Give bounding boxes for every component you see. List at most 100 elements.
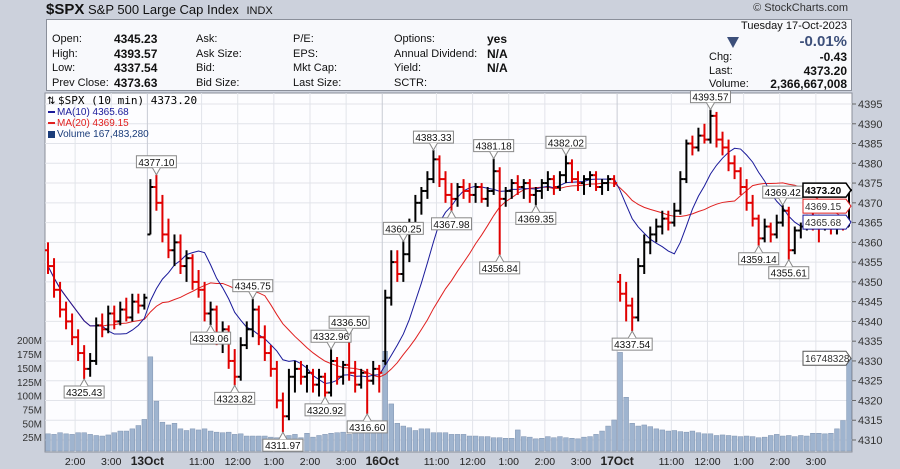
annotation-pointer: [206, 324, 216, 333]
price-tick-label: 4350: [858, 277, 882, 289]
x-tick-label: 3:00: [806, 456, 827, 468]
volume-bar: [304, 433, 310, 452]
ohlc-bar: [388, 250, 395, 306]
volume-bar: [352, 430, 358, 452]
x-tick-label: 11:00: [424, 456, 450, 468]
volume-bar: [424, 428, 431, 452]
ohlc-bar: [695, 127, 702, 152]
last-ma20-label: 4369.15: [802, 198, 852, 214]
annotation-text: 4369.35: [518, 214, 555, 225]
annotation-pointer: [447, 209, 456, 219]
ohlc-bar: [490, 158, 497, 195]
volume-bar: [340, 431, 346, 452]
volume-bar: [665, 430, 671, 452]
annotation-pointer: [489, 151, 499, 160]
volume-bar: [647, 426, 653, 452]
annotation-pointer: [398, 234, 408, 243]
annotation-text: 4311.97: [265, 441, 301, 452]
volume-bar: [683, 431, 690, 452]
quote-label: SCTR:: [394, 76, 427, 89]
quote-value: N/A: [487, 46, 508, 61]
ohlc-bar: [514, 175, 521, 195]
ohlc-bar: [580, 175, 588, 195]
annotation-text: 4367.98: [433, 220, 470, 231]
volume-bar: [581, 436, 587, 452]
volume-bar: [533, 438, 539, 452]
annotation-text: 4383.33: [415, 133, 452, 144]
price-annotation: 4337.54: [611, 330, 653, 351]
ohlc-bar: [273, 360, 280, 409]
ohlc-bar: [430, 150, 437, 184]
volume-bar: [400, 425, 406, 452]
ohlc-bar: [153, 174, 160, 211]
ohlc-bar: [261, 325, 268, 361]
price-annotation: 4336.50: [328, 315, 370, 337]
ohlc-bar: [352, 360, 359, 393]
volume-bar: [159, 421, 166, 452]
quote-value: 4393.57: [114, 46, 158, 61]
x-tick-label: 12:00: [225, 456, 251, 468]
volume-bar: [454, 434, 461, 452]
ohlc-bar: [340, 360, 347, 385]
volume-bar: [792, 436, 798, 452]
annotation-pointer: [362, 412, 372, 422]
ohlc-bar: [683, 139, 690, 184]
ohlc-bar: [472, 183, 479, 203]
ohlc-bar: [719, 131, 726, 156]
ohlc-bar: [394, 250, 401, 282]
ohlc-bar: [647, 226, 654, 255]
volume-bar: [539, 438, 545, 452]
ohlc-bar: [346, 335, 353, 381]
volume-bar: [478, 436, 485, 452]
volume-bar: [201, 428, 208, 452]
price-tick-label: 4330: [858, 356, 882, 368]
annotation-pointer: [495, 253, 505, 263]
volume-bar: [57, 432, 63, 452]
volume-bar: [232, 434, 238, 452]
volume-bar: [484, 436, 491, 452]
volume-bar: [256, 435, 262, 452]
ohlc-bar: [255, 305, 262, 346]
annotation-pointer: [706, 102, 715, 111]
volume-bar: [207, 430, 214, 452]
volume-bar: [322, 434, 328, 452]
volume-bar: [707, 433, 714, 452]
volume-bar: [599, 430, 605, 452]
quote-label: Low:: [52, 62, 76, 74]
price-annotation: 4356.84: [479, 253, 521, 275]
ohlc-bar: [538, 179, 545, 199]
credit: © StockCharts.com: [753, 2, 848, 14]
index-name: S&P 500 Large Cap Index: [87, 2, 239, 17]
quote-value: 2,366,667,008: [770, 77, 847, 91]
volume-bar: [725, 435, 732, 452]
ohlc-bar: [725, 139, 732, 172]
ohlc-bar: [195, 270, 202, 298]
ohlc-bar: [382, 289, 389, 365]
label-text: 4369.15: [805, 202, 842, 213]
volume-bar: [593, 434, 599, 452]
label-text: 4373.20: [805, 186, 842, 197]
last-ma10-label: 4365.68: [802, 214, 852, 230]
volume-bar: [822, 433, 828, 452]
ohlc-bar: [665, 210, 672, 231]
ohlc-bar: [201, 281, 208, 322]
ohlc-bar: [755, 214, 762, 246]
x-tick-label: 11:00: [189, 456, 215, 468]
annotation-text: 4356.84: [482, 264, 519, 275]
ohlc-bar: [111, 305, 118, 330]
volume-bar: [755, 437, 762, 452]
volume-bar: [135, 425, 142, 452]
volume-bar: [786, 435, 792, 452]
price-tick-label: 4370: [858, 198, 882, 210]
x-tick-label: 1:00: [264, 456, 285, 468]
annotation-pointer: [531, 204, 541, 213]
annotation-text: 4355.61: [771, 269, 808, 280]
ohlc-bar: [502, 187, 509, 207]
ohlc-bar: [418, 187, 425, 215]
ohlc-bar: [587, 171, 594, 188]
price-annotation: 4367.98: [431, 209, 473, 231]
price-annotation: 4332.96: [310, 329, 352, 351]
volume-tick-label: 25M: [23, 433, 42, 444]
annotation-text: 4336.50: [331, 318, 368, 329]
ohlc-bar: [189, 254, 196, 290]
